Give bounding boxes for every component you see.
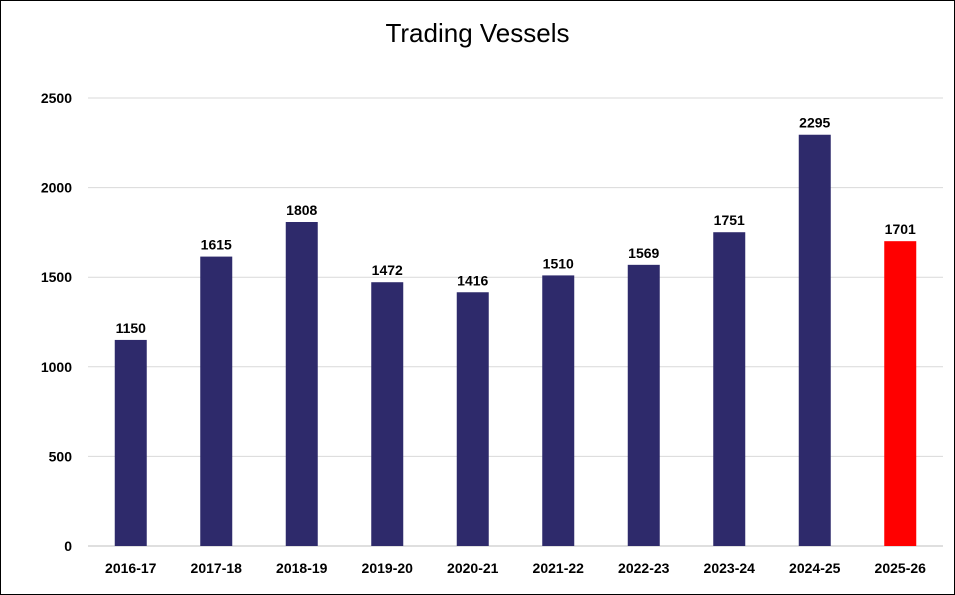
x-tick-label: 2019-20 [362,560,414,576]
bar-2020-21 [456,292,489,546]
x-tick-label: 2024-25 [789,560,841,576]
bar-2016-17 [114,339,147,546]
x-tick-label: 2021-22 [533,560,585,576]
x-tick-label: 2023-24 [704,560,756,576]
y-tick-label: 1000 [41,359,72,375]
bar-2024-25 [798,134,831,546]
data-labels: 1150 1615 1808 1472 1416 1510 1569 1751 2295 1701 [116,115,916,336]
data-label: 1751 [714,212,745,228]
x-axis: 2016-17 2017-18 2018-19 2019-20 2020-21 2021-… [105,560,926,576]
bars [114,134,917,547]
data-label: 1472 [372,262,403,278]
bar-2022-23 [627,264,660,546]
data-label: 1808 [286,202,317,218]
y-tick-label: 1500 [41,269,72,285]
bar-2017-18 [200,256,233,546]
x-tick-label: 2017-18 [191,560,243,576]
bar-2019-20 [371,282,404,546]
y-tick-label: 0 [64,538,72,554]
y-tick-label: 2500 [41,90,72,106]
x-tick-label: 2020-21 [447,560,499,576]
x-tick-label: 2016-17 [105,560,157,576]
data-label: 2295 [799,115,830,131]
x-tick-label: 2025-26 [875,560,927,576]
data-label: 1615 [201,237,232,253]
data-label: 1701 [885,221,916,237]
data-label: 1510 [543,255,574,271]
bar-2025-26 [884,241,917,547]
y-tick-label: 2000 [41,180,72,196]
y-axis: 0 500 1000 1500 2000 2500 [41,90,72,554]
y-tick-label: 500 [49,448,73,464]
data-label: 1416 [457,272,488,288]
bar-2018-19 [285,222,318,546]
chart-title: Trading Vessels [385,18,570,48]
bar-2021-22 [542,275,575,546]
data-label: 1150 [116,320,147,336]
x-tick-label: 2022-23 [618,560,670,576]
bar-2023-24 [713,232,746,546]
x-tick-label: 2018-19 [276,560,328,576]
data-label: 1569 [628,245,659,261]
